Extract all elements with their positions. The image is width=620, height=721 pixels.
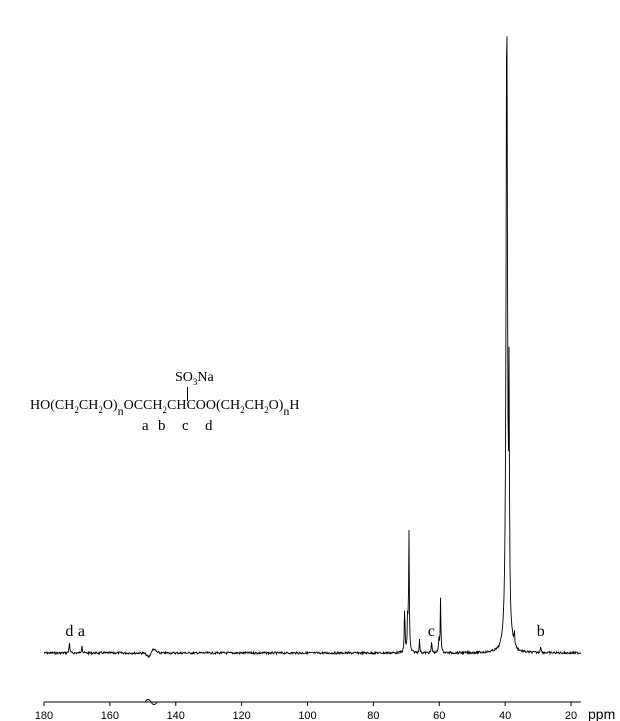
formula-part-11: 2 (240, 404, 245, 415)
sulfonate-bond (187, 387, 188, 401)
x-tick-label-80: 80 (367, 710, 379, 721)
formula-letter-c: c (182, 418, 189, 434)
spectrum-trace (43, 36, 582, 659)
formula-letter-a: a (142, 418, 149, 434)
formula-part-13: 2 (264, 404, 269, 415)
sulfonate-sub: 3 (192, 376, 198, 387)
x-tick-label-60: 60 (433, 710, 445, 721)
formula-part-7: OCCH (123, 398, 163, 413)
formula-part-14: O) (268, 398, 284, 413)
peak-label-b: b (537, 623, 545, 640)
x-tick-label-180: 180 (35, 710, 53, 721)
x-tick-label-100: 100 (298, 710, 316, 721)
formula-letter-b: b (158, 418, 166, 434)
formula-part-16: H (289, 398, 300, 413)
x-tick-label-140: 140 (167, 710, 185, 721)
peak-label-d: d (65, 623, 73, 640)
formula-part-12: CH (244, 398, 265, 413)
sulfonate-group: SO3Na (175, 370, 214, 387)
axis-artifact (144, 699, 158, 705)
x-tick-label-40: 40 (499, 710, 511, 721)
spectrum-line (43, 36, 582, 659)
x-tick-label-160: 160 (101, 710, 119, 721)
peak-label-c: c (428, 623, 435, 640)
formula-letter-d: d (205, 418, 213, 434)
x-axis: 180 160 140 120 100 80 60 40 20 ppm (35, 699, 615, 721)
sulfonate-so: SO (175, 370, 193, 385)
polymer-formula-line: HO(CH2CH2O)nOCCH2CHCOO(CH2CH2O)nH (30, 398, 300, 418)
formula-part-4: 2 (98, 404, 103, 415)
peak-label-a: a (78, 623, 85, 640)
x-tick-label-20: 20 (565, 710, 577, 721)
formula-part-9: CHCOO (167, 398, 217, 413)
formula-part-2: 2 (74, 404, 79, 415)
formula-part-5: O) (102, 398, 118, 413)
formula-part-1: (CH (50, 398, 75, 413)
formula-part-8: 2 (162, 404, 168, 415)
x-tick-label-120: 120 (232, 710, 250, 721)
formula-part-15: n (283, 403, 290, 418)
formula-part-10: (CH (216, 398, 241, 413)
chemical-structure-formula: SO3Na HO(CH2CH2O)nOCCH2CHCOO(CH2CH2O)nH … (30, 370, 300, 434)
formula-part-0: HO (30, 398, 51, 413)
sulfonate-na: Na (197, 370, 214, 385)
formula-part-3: CH (78, 398, 99, 413)
x-axis-unit-label: ppm (588, 706, 615, 721)
formula-part-6: n (117, 403, 124, 418)
